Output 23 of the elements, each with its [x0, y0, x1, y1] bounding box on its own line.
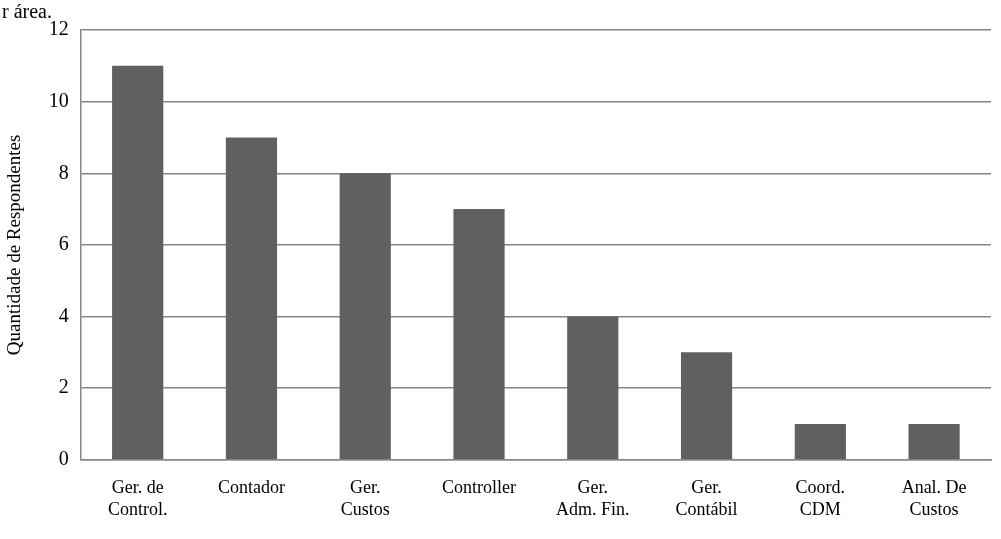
x-tick-label: Ger. Custos — [340, 477, 390, 519]
x-tick-label: Coord. CDM — [795, 477, 846, 519]
x-tick-label: Ger. Contábil — [675, 477, 738, 519]
y-axis-title: Quantidade de Respondentes — [3, 134, 25, 356]
x-tick-label: Ger. de Control. — [107, 477, 168, 519]
x-tick-label: Ger. Adm. Fin. — [556, 477, 630, 519]
bar — [680, 352, 733, 460]
bar — [567, 316, 619, 460]
bar — [453, 209, 505, 460]
y-tick-label: 10 — [48, 88, 69, 111]
y-tick-label: 0 — [58, 447, 69, 470]
bar — [908, 423, 960, 460]
bar — [112, 65, 164, 460]
y-tick-label: 4 — [58, 303, 69, 326]
bar — [225, 137, 278, 460]
x-tick-label: Contador — [217, 477, 285, 498]
bar — [339, 173, 391, 460]
bar — [794, 423, 846, 460]
y-tick-label: 6 — [58, 232, 69, 255]
y-tick-label: 8 — [58, 160, 69, 183]
y-tick-label: 2 — [58, 375, 69, 398]
x-tick-label: Anal. De Custos — [901, 477, 967, 519]
x-tick-label: Controller — [442, 477, 517, 498]
